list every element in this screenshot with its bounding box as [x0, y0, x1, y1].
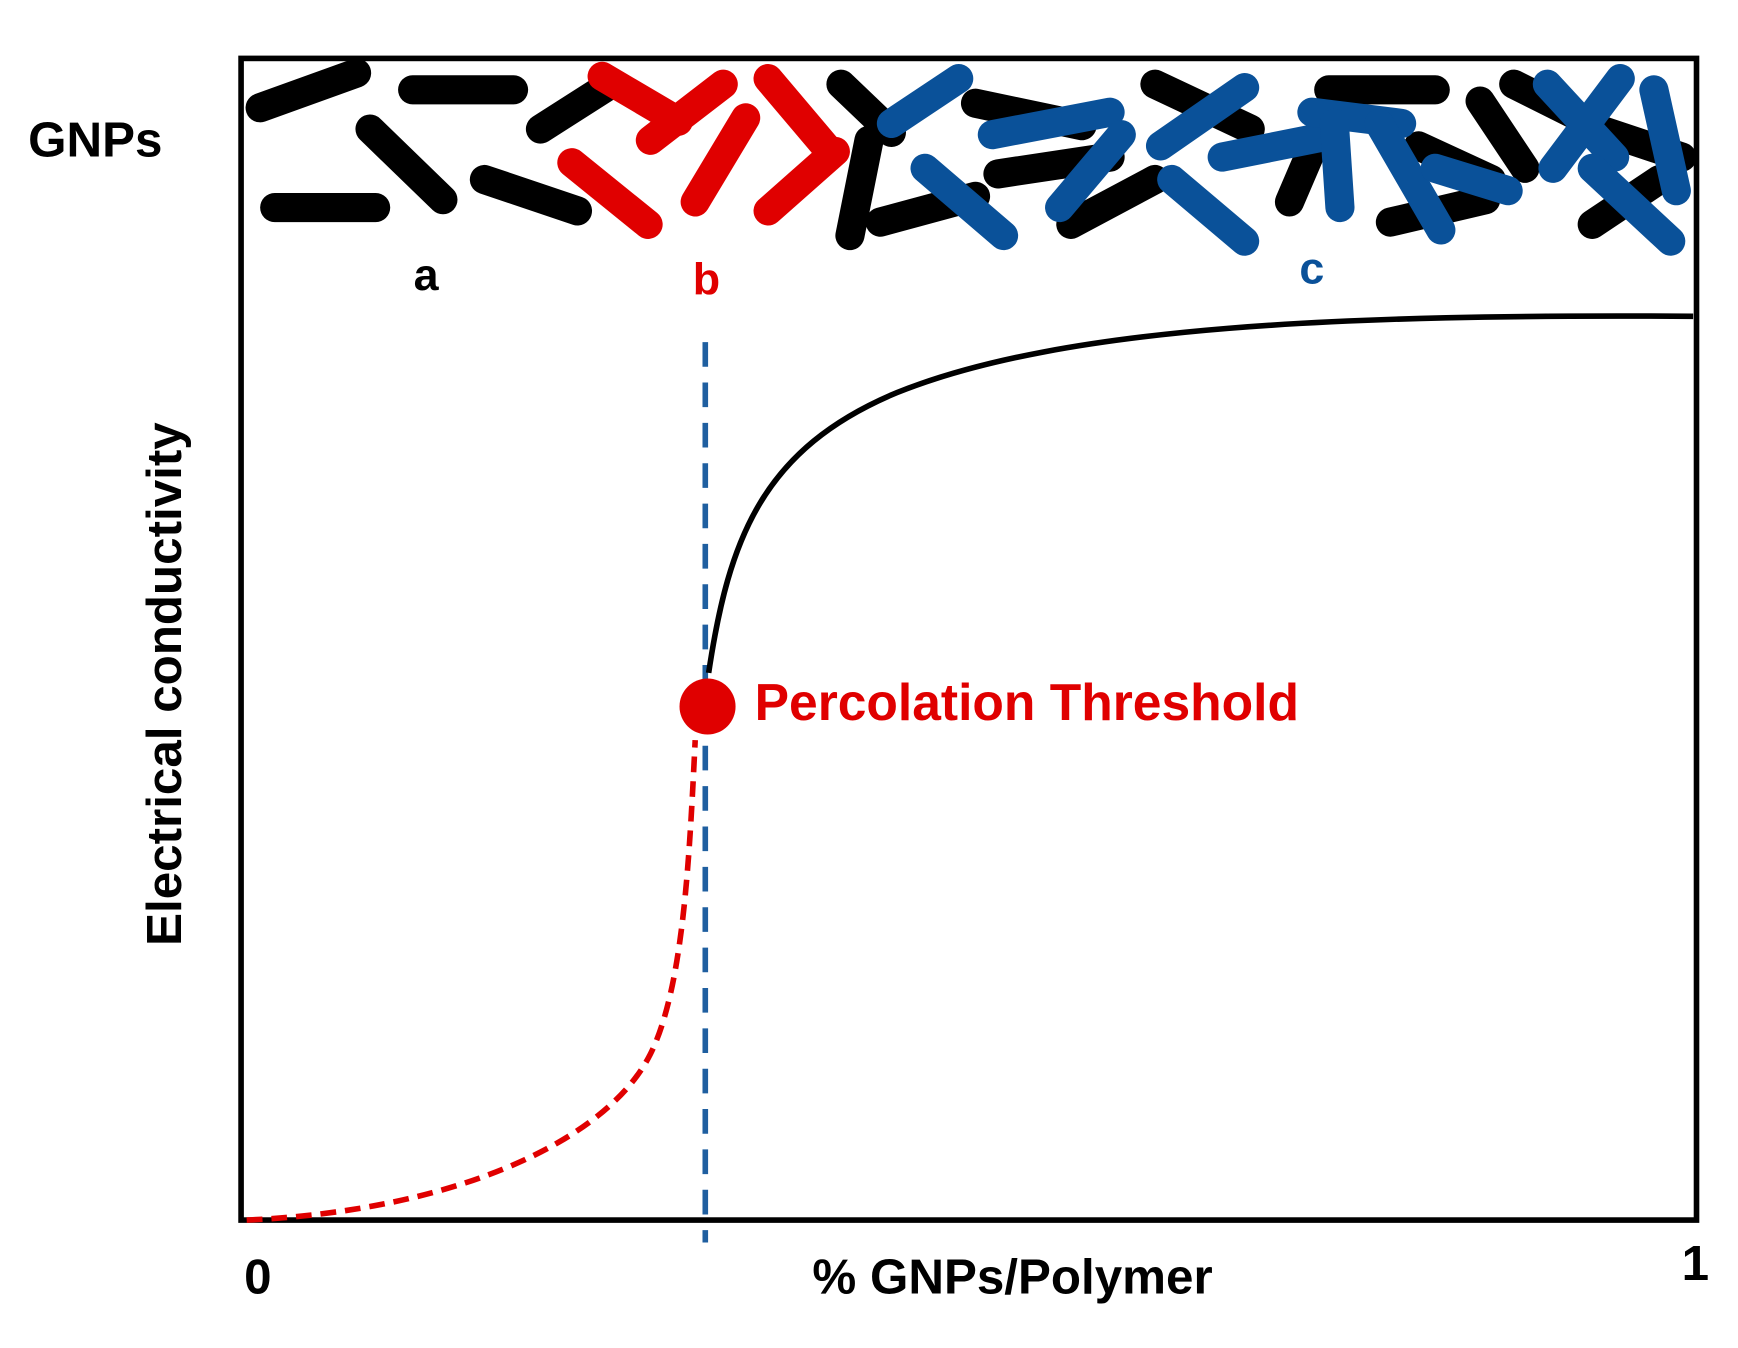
gnps-label: GNPs [28, 113, 162, 168]
stage-label: b [693, 254, 720, 305]
x-axis-label: % GNPs/Polymer [812, 1250, 1212, 1305]
plot-frame [238, 55, 1700, 1223]
y-axis-label: Electrical conductivity [137, 422, 192, 946]
x-end-label: 1 [1682, 1236, 1709, 1291]
stage-label: c [1299, 242, 1324, 293]
threshold-label: Percolation Threshold [755, 673, 1299, 731]
x-start-label: 0 [244, 1250, 271, 1305]
pre-threshold-curve [246, 740, 698, 1223]
stage-label: a [414, 249, 440, 300]
gnp-rods [245, 58, 1697, 256]
threshold-point [679, 678, 736, 735]
post-threshold-curve [705, 313, 1694, 674]
